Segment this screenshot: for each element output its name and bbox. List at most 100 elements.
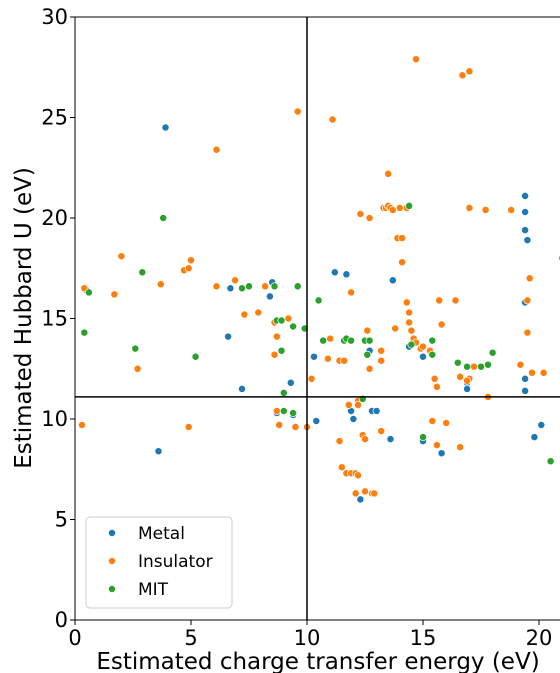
series-insulator (78, 55, 560, 498)
data-point (326, 334, 335, 343)
data-point (261, 282, 270, 291)
data-point (477, 362, 485, 371)
data-point (402, 298, 411, 307)
data-point (463, 362, 472, 371)
data-point (337, 463, 346, 472)
data-point (270, 350, 279, 359)
data-point (361, 487, 369, 496)
data-point (407, 340, 416, 349)
legend-label: Metal (138, 524, 185, 544)
data-point (238, 384, 246, 393)
data-point (442, 419, 451, 427)
data-point (521, 191, 530, 200)
y-tick-label: 10 (41, 407, 68, 431)
legend-box (85, 516, 233, 609)
data-point (78, 421, 86, 429)
data-point (370, 489, 379, 498)
x-tick-label: 15 (410, 626, 437, 650)
data-point (335, 437, 344, 446)
data-point (523, 296, 532, 305)
data-point (277, 346, 286, 355)
data-point (363, 326, 372, 335)
data-point (428, 336, 437, 345)
data-point (330, 268, 339, 277)
data-point (110, 290, 119, 299)
data-point (546, 457, 555, 466)
data-point (284, 314, 293, 323)
data-point (419, 342, 427, 351)
legend-label: Insulator (138, 552, 213, 572)
data-point (539, 368, 548, 377)
data-point (407, 326, 416, 335)
data-point (347, 288, 356, 297)
data-point (279, 407, 288, 415)
y-tick-label: 15 (41, 307, 68, 331)
data-point (275, 421, 284, 429)
data-point (272, 332, 281, 341)
legend-marker (108, 529, 116, 537)
data-point (212, 282, 221, 291)
data-point (347, 336, 356, 345)
data-point (463, 384, 472, 393)
data-point (238, 284, 246, 293)
data-point (430, 374, 439, 383)
data-point (351, 489, 360, 498)
data-point (365, 214, 374, 222)
data-point (528, 368, 536, 377)
data-point (226, 284, 235, 293)
data-point (289, 322, 298, 331)
data-point (154, 447, 163, 456)
data-point (523, 236, 532, 245)
y-tick-label: 30 (41, 5, 68, 29)
y-tick-label: 25 (41, 106, 68, 130)
data-point (391, 324, 400, 333)
data-point (458, 71, 467, 80)
data-point (117, 252, 126, 261)
data-point (412, 55, 420, 64)
data-point (314, 296, 323, 305)
data-point (456, 443, 465, 452)
data-point (372, 407, 381, 415)
data-point (432, 441, 441, 450)
reference-lines (75, 17, 560, 620)
data-point (265, 292, 274, 301)
data-point (470, 362, 478, 371)
data-point (419, 352, 427, 361)
x-tick-label: 0 (68, 626, 81, 650)
data-point (187, 256, 195, 265)
data-point (388, 276, 397, 285)
data-point (428, 417, 437, 425)
data-point (272, 407, 281, 415)
x-tick-label: 10 (294, 626, 321, 650)
data-point (363, 350, 372, 359)
data-point (463, 376, 472, 385)
data-point (361, 435, 369, 444)
data-point (377, 427, 386, 436)
data-point (365, 336, 374, 345)
data-point (291, 423, 300, 431)
data-point (342, 270, 351, 279)
data-point (507, 206, 516, 214)
data-point (537, 421, 546, 429)
data-point (525, 274, 534, 283)
data-point (270, 282, 279, 291)
data-point (245, 282, 253, 291)
series-metal (82, 123, 546, 504)
data-point (365, 364, 374, 373)
data-point (405, 308, 414, 317)
data-point (349, 415, 358, 423)
data-point (356, 495, 365, 504)
data-point (530, 433, 539, 442)
data-point (386, 435, 395, 444)
data-point (307, 374, 316, 383)
data-point (84, 288, 93, 297)
data-point (289, 409, 298, 417)
data-point (405, 201, 414, 210)
ticks: 0 5 10 15 20 0 5 10 15 20 25 30 (41, 5, 552, 650)
data-point (419, 433, 427, 442)
data-point (293, 107, 302, 116)
data-point (254, 308, 263, 317)
data-point (481, 206, 490, 214)
data-point (521, 386, 530, 395)
data-point (133, 364, 142, 373)
